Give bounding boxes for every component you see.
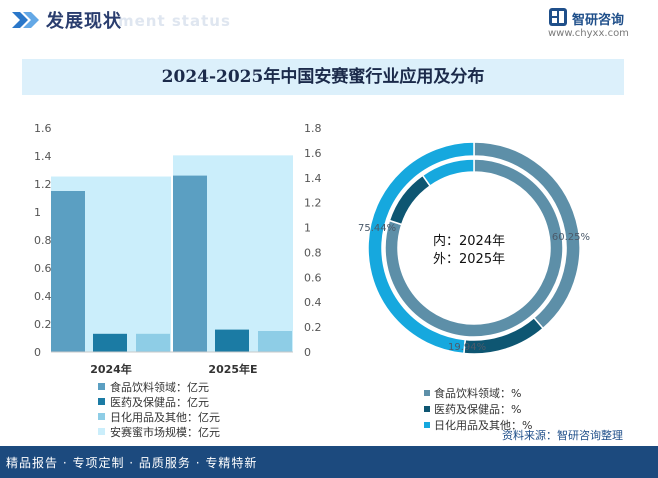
pie-legend-swatch [424,390,430,396]
right-axis-tick: 1.6 [304,147,322,160]
brand-logo-icon [549,8,567,26]
pie-legend-entry: 医药及保健品：% [434,402,521,416]
legend-swatch [98,383,105,390]
pie-legend-swatch [424,406,430,412]
footer-text: 精品报告 · 专项定制 · 品质服务 · 专精特新 [6,456,258,470]
right-axis-tick: 0.4 [304,296,322,309]
source-note: 资料来源：智研咨询整理 [502,429,623,442]
bar-series-3 [136,333,170,352]
left-axis-tick: 1.6 [34,122,52,135]
right-axis-tick: 1.2 [304,197,322,210]
donut-inner-label: 内：2024年 [433,233,505,249]
left-axis-tick: 0.4 [34,290,52,303]
header-subtitle: ment status [118,12,231,30]
brand-url: www.chyxx.com [548,28,629,39]
left-axis-tick: 1.4 [34,150,52,163]
right-axis-tick: 0 [304,346,311,359]
section-header: ment status 发展现状 [0,0,658,40]
inner-ring-slice-3 [421,158,475,188]
donut-outer-label: 外：2025年 [433,252,505,267]
double-chevron-icon [12,12,39,28]
legend-entry: 食品饮料领域：亿元 [110,380,209,394]
left-axis-tick: 0.2 [34,318,52,331]
legend-entry: 医药及保健品：亿元 [110,395,209,409]
bar-series-2 [215,329,249,352]
header-title: 发展现状 [46,11,122,32]
left-axis-tick: 0 [34,346,41,359]
right-axis-tick: 0.8 [304,246,322,259]
left-axis-tick: 0.8 [34,234,52,247]
outer-ring-slice-3 [367,141,475,355]
donut-label-food: 60.25% [552,232,590,243]
legend-swatch [98,398,105,405]
right-axis-tick: 0.6 [304,271,322,284]
right-axis-tick: 1.8 [304,122,322,135]
bar-series-3 [258,331,292,352]
legend-entry: 安赛蜜市场规模：亿元 [110,425,220,439]
pie-legend-swatch [424,422,430,428]
donut-label-daily: 75.44% [358,223,396,234]
donut-label-pharma: 19.94% [448,342,486,353]
right-axis-tick: 1.4 [304,172,322,185]
pie-legend-entry: 食品饮料领域：% [434,386,521,400]
pie-legend-entry: 日化用品及其他：% [434,418,532,432]
bar-series-2 [93,333,127,352]
right-axis-tick: 1 [304,222,311,235]
chart-title-bar: 2024-2025年中国安赛蜜行业应用及分布 [22,59,624,95]
right-axis-tick: 0.2 [304,321,322,334]
footer-bar: 精品报告 · 专项定制 · 品质服务 · 专精特新 [0,446,658,478]
category-label: 2024年 [90,362,132,376]
legend-swatch [98,413,105,420]
bar-series-1 [173,175,207,352]
chart-title: 2024-2025年中国安赛蜜行业应用及分布 [161,67,485,87]
legend-swatch [98,428,105,435]
bar-series-1 [51,191,85,352]
left-axis-tick: 1 [34,206,41,219]
legend-entry: 日化用品及其他：亿元 [110,410,220,424]
left-axis-tick: 0.6 [34,262,52,275]
left-axis-tick: 1.2 [34,178,52,191]
category-label: 2025年E [208,362,257,376]
brand-name: 智研咨询 [572,13,625,28]
